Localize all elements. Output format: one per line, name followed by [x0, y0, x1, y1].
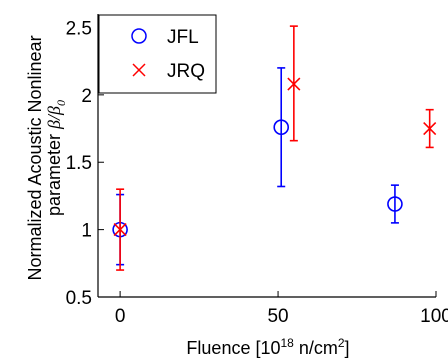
y-tick-label: 2.5: [66, 18, 92, 39]
jfl-point: [387, 196, 403, 212]
x-tick-label: 50: [267, 306, 288, 327]
y-tick-label: 1.5: [66, 153, 92, 174]
jfl-error-bar: [390, 184, 399, 224]
jrq-point: [287, 77, 301, 91]
jfl-point: [273, 119, 290, 135]
y-tick-label: 0.5: [66, 288, 92, 309]
x-axis-label: Fluence [1018 n/cm2]: [186, 336, 349, 358]
y-axis-label-line2: parameter β/β0: [44, 100, 68, 216]
y-tick-label: 1: [81, 221, 92, 242]
jfl-error-bar: [277, 67, 286, 188]
jrq-point: [113, 223, 127, 237]
jrq-point: [423, 121, 437, 136]
y-axis-label-line1: Normalized Acoustic Nonlinear: [25, 35, 45, 280]
legend-jfl-label: JFL: [167, 27, 199, 48]
legend-jfl-marker: [131, 28, 147, 44]
legend-jrq-label: JRQ: [167, 61, 205, 82]
x-tick-label: 0: [115, 306, 126, 327]
y-axis-label: Normalized Acoustic Nonlinear parameter …: [25, 35, 68, 280]
x-tick-label: 100: [420, 306, 448, 327]
legend-box: [98, 14, 217, 94]
legend: JFL JRQ: [98, 14, 217, 94]
y-tick-label: 2: [81, 86, 92, 107]
ticks: 0.5 1 1.5 2 2.5 0 50 100: [66, 18, 448, 327]
data-layer: [112, 25, 437, 271]
legend-jrq-marker: [132, 63, 146, 77]
